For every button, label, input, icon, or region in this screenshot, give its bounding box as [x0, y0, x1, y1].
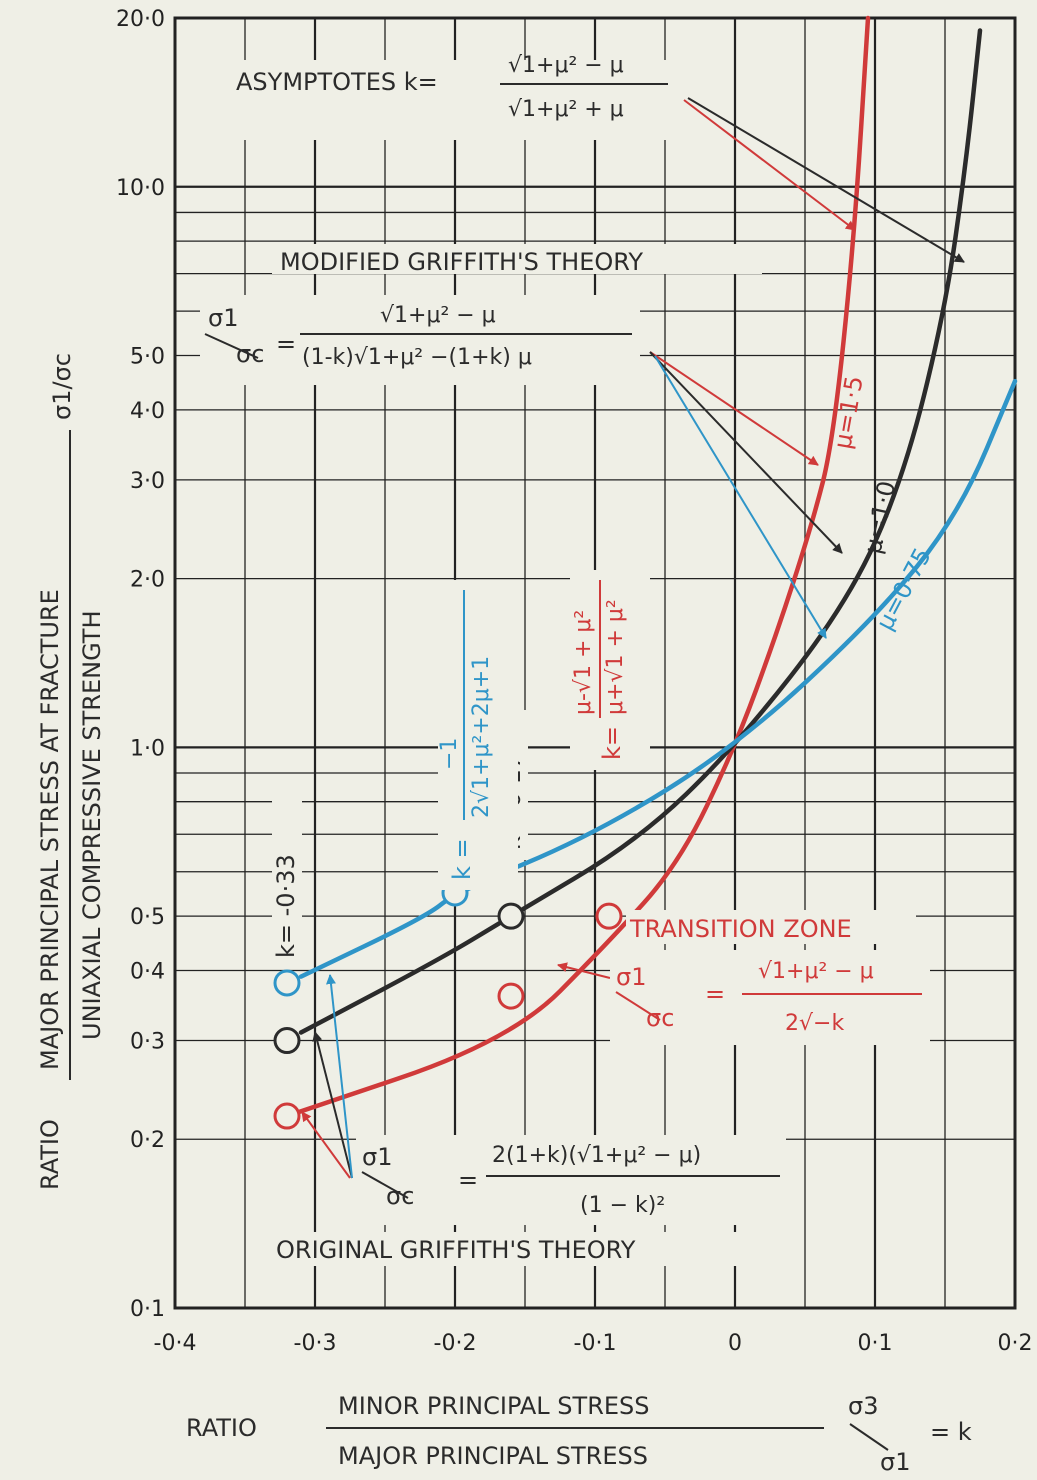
ylabel-numerator: MAJOR PRINCIPAL STRESS AT FRACTURE — [36, 589, 64, 1070]
modified-eq: = — [276, 330, 296, 358]
asymptotes-label: ASYMPTOTES k= — [236, 68, 438, 96]
modified-griffith-label: MODIFIED GRIFFITH'S THEORY — [280, 248, 643, 276]
y-tick-label: 0·3 — [130, 1030, 165, 1055]
original-denominator: (1 − k)² — [580, 1193, 665, 1218]
series-line — [298, 378, 1018, 979]
modified-numerator: √1+μ² − μ — [380, 303, 496, 328]
transition-numerator: √1+μ² − μ — [758, 959, 874, 984]
y-axis-label: RATIO MAJOR PRINCIPAL STRESS AT FRACTURE… — [36, 353, 106, 1190]
y-tick-label: 10·0 — [116, 176, 165, 201]
asymptotes-numerator: √1+μ² − μ — [508, 53, 624, 78]
mu-0-75-label-group: μ=0·75 — [871, 543, 937, 635]
original-griffith-annotation: σ1 σc = 2(1+k)(√1+μ² − μ) (1 − k)² ORIGI… — [270, 1135, 800, 1266]
marker-point — [497, 982, 525, 1010]
marker-point — [273, 1102, 301, 1130]
modified-denominator: (1-k)√1+μ² −(1+k) μ — [302, 345, 532, 370]
mu-1-5-label: μ=1·5 — [828, 374, 868, 451]
xlabel-denominator: MAJOR PRINCIPAL STRESS — [338, 1442, 648, 1470]
asymptotes-denominator: √1+μ² + μ — [508, 97, 624, 122]
series-line — [284, 15, 871, 1119]
x-axis-label: RATIO MINOR PRINCIPAL STRESS MAJOR PRINC… — [186, 1392, 972, 1476]
original-numerator: 2(1+k)(√1+μ² − μ) — [492, 1143, 701, 1168]
y-tick-label: 0·4 — [130, 959, 165, 984]
x-tick-label: 0·2 — [998, 1331, 1033, 1356]
marker-points — [273, 879, 623, 1130]
y-tick-label: 0·5 — [130, 905, 165, 930]
xlabel-symbol-den: σ1 — [880, 1448, 910, 1476]
modified-lhs-den: σc — [236, 340, 264, 368]
asymptotes-bg — [230, 60, 670, 140]
mu-0-75-label: μ=0·75 — [871, 543, 937, 635]
transition-zone-annotation: TRANSITION ZONE σ1 σc = √1+μ² − μ 2√−k — [610, 910, 930, 1045]
k-blue-numerator: −1 — [437, 738, 462, 770]
transition-zone-label: TRANSITION ZONE — [629, 915, 852, 943]
y-tick-labels: 0·1 0·2 0·3 0·4 0·5 1·0 2·0 3·0 4·0 5·0 10·0 20·0 — [116, 7, 165, 1322]
marker-point — [273, 1027, 301, 1055]
asymptotes-annotation: ASYMPTOTES k= √1+μ² − μ √1+μ² + μ — [230, 53, 670, 140]
k-blue-annotation: k = −1 2√1+μ²+2μ+1 — [437, 580, 518, 890]
k-red-annotation: k= μ-√1 + μ² μ+√1 + μ² — [570, 570, 650, 770]
series-line — [298, 28, 983, 1035]
original-lhs-num: σ1 — [362, 1143, 392, 1171]
x-tick-labels: -0·4 -0·3 -0·2 -0·1 0 0·1 0·2 — [154, 1331, 1033, 1356]
modified-griffith-annotation: MODIFIED GRIFFITH'S THEORY σ1 σc = √1+μ²… — [200, 244, 762, 385]
transition-eq: = — [705, 980, 725, 1008]
xlabel-numerator: MINOR PRINCIPAL STRESS — [338, 1392, 650, 1420]
x-tick-label: -0·4 — [154, 1331, 197, 1356]
y-tick-label: 0·2 — [130, 1128, 165, 1153]
transition-denominator: 2√−k — [785, 1011, 844, 1036]
y-tick-label: 0·1 — [130, 1297, 165, 1322]
k-red-numerator: μ-√1 + μ² — [571, 610, 596, 715]
x-tick-label: -0·3 — [294, 1331, 337, 1356]
annotation-arrows — [301, 97, 965, 1179]
x-tick-label: -0·2 — [434, 1331, 477, 1356]
original-lhs-den: σc — [386, 1182, 414, 1210]
k-red-lhs: k= — [598, 726, 626, 760]
xlabel-suffix: = k — [930, 1418, 972, 1446]
k-red-denominator: μ+√1 + μ² — [603, 599, 628, 715]
y-tick-label: 2·0 — [130, 568, 165, 593]
k-blue-lhs: k = — [448, 838, 476, 880]
k-black-033-label: k= -0·33 — [272, 854, 300, 958]
original-griffith-label: ORIGINAL GRIFFITH'S THEORY — [276, 1236, 636, 1264]
y-tick-label: 20·0 — [116, 7, 165, 32]
marker-point — [595, 902, 623, 930]
marker-point — [273, 969, 301, 997]
y-tick-label: 4·0 — [130, 399, 165, 424]
ylabel-denominator: UNIAXIAL COMPRESSIVE STRENGTH — [78, 610, 106, 1040]
marker-point — [497, 902, 525, 930]
y-tick-label: 1·0 — [130, 736, 165, 761]
ylabel-symbol: σ1/σc — [48, 353, 76, 420]
k-blue-denominator: 2√1+μ²+2μ+1 — [469, 656, 494, 818]
xlabel-prefix: RATIO — [186, 1414, 257, 1442]
x-tick-label: 0 — [728, 1331, 742, 1356]
transition-lhs-num: σ1 — [616, 963, 646, 991]
x-tick-label: -0·1 — [574, 1331, 617, 1356]
y-tick-label: 5·0 — [130, 345, 165, 370]
original-eq: = — [458, 1166, 478, 1194]
ylabel-prefix: RATIO — [36, 1119, 64, 1190]
mu-1-5-label-group: μ=1·5 — [828, 374, 868, 451]
y-tick-label: 3·0 — [130, 469, 165, 494]
mu-1-0-label: μ=1·0 — [858, 478, 901, 556]
series-curves — [284, 15, 1018, 1119]
k-black-033: k= -0·33 — [272, 778, 302, 968]
xlabel-symbol-num: σ3 — [848, 1392, 878, 1420]
mu-1-0-label-group: μ=1·0 — [858, 478, 901, 556]
x-tick-label: 0·1 — [858, 1331, 893, 1356]
transition-lhs-den: σc — [646, 1004, 674, 1032]
modified-lhs-num: σ1 — [208, 304, 238, 332]
